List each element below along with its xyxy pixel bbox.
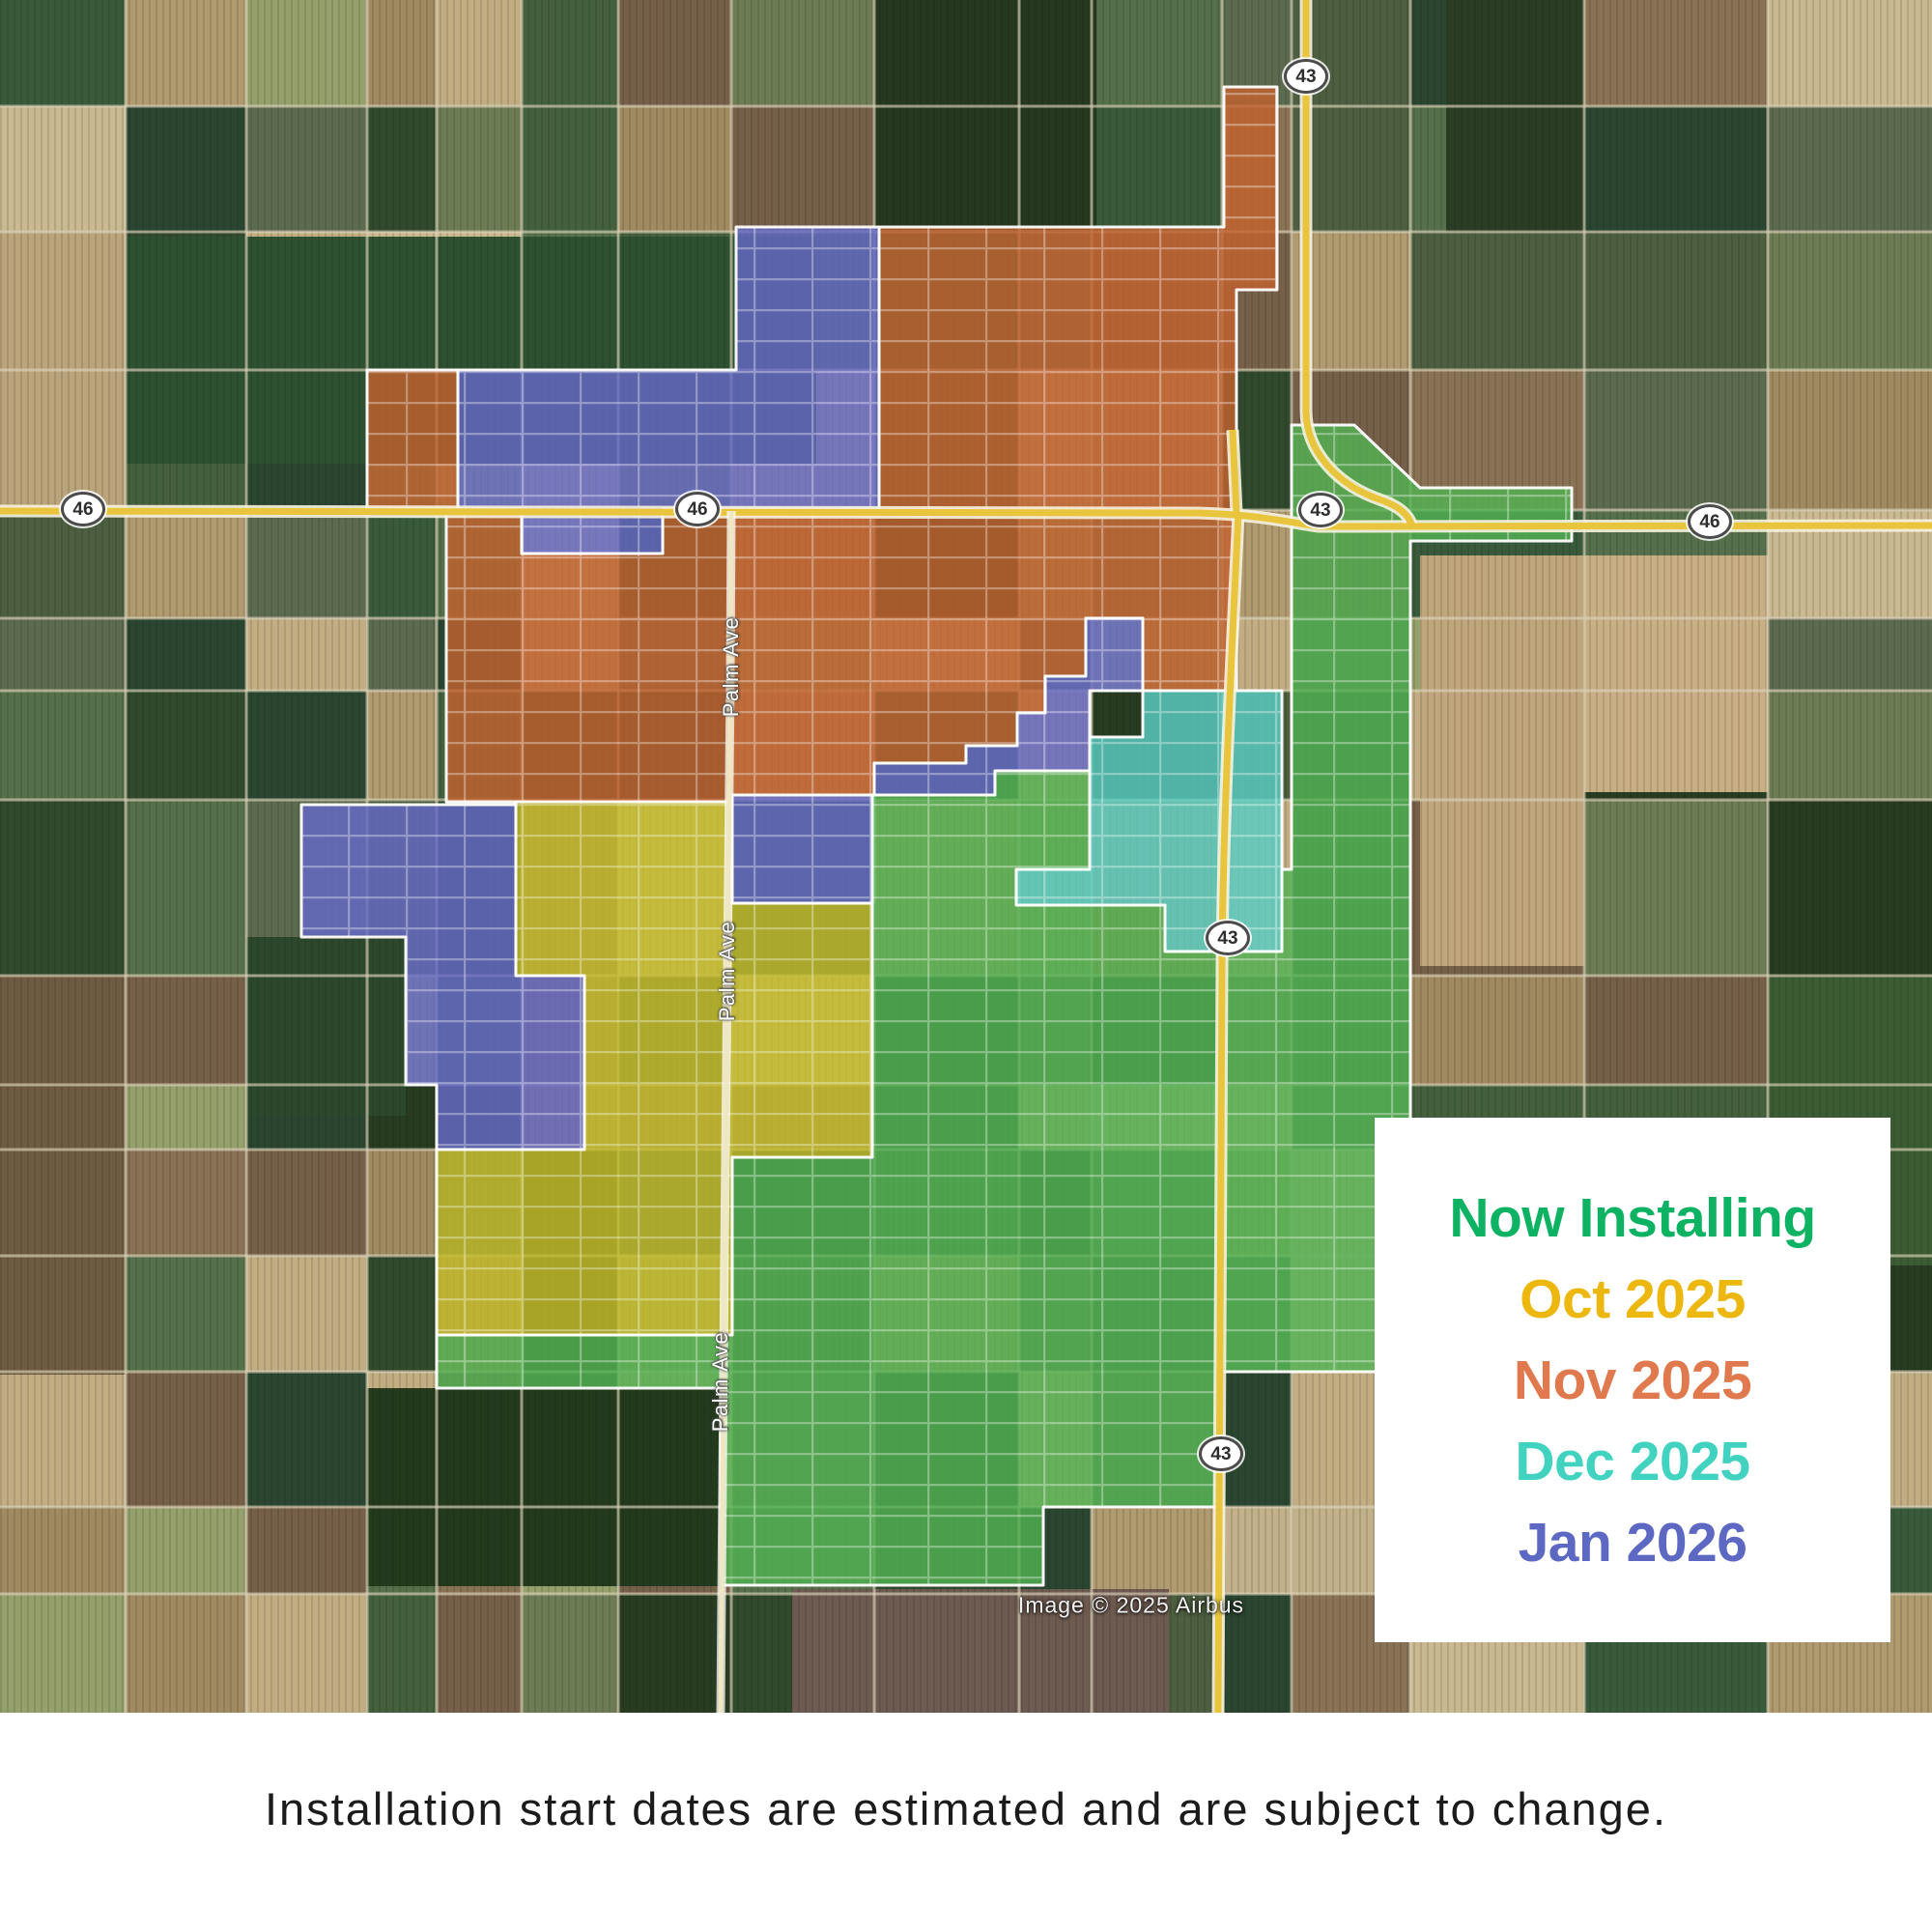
highway-shield: 43 [1206,921,1250,955]
highway-shield-number: 43 [1217,927,1238,949]
legend-item-now: Now Installing [1449,1186,1816,1249]
highway-shield: 43 [1199,1436,1243,1471]
highway-shield: 43 [1284,59,1328,94]
highway-shield: 46 [1688,504,1732,539]
imagery-attribution: Image © 2025 Airbus [1017,1592,1245,1618]
zone-oct-2025 [435,800,874,1337]
legend-item-oct-2025: Oct 2025 [1520,1267,1746,1330]
highway-shield-number: 46 [72,498,94,520]
highway-shield: 46 [61,492,105,526]
road-label: Palm Ave [715,920,739,1022]
road-label: Palm Ave [708,1330,732,1433]
legend-box: Now Installing Oct 2025 Nov 2025 Dec 2025 Ja… [1375,1118,1890,1642]
road-label: Palm Ave [719,615,743,718]
highway-shield: 46 [675,492,720,526]
zone-jan-2026 [299,225,1145,1151]
zone-dec-2025 [1014,689,1284,953]
highway-shield: 43 [1298,493,1343,527]
highway-shield-number: 43 [1310,499,1331,521]
legend-item-jan-2026: Jan 2026 [1518,1511,1747,1574]
zone-now [435,423,1574,1587]
highway-shield-number: 43 [1295,66,1317,87]
legend-item-dec-2025: Dec 2025 [1515,1430,1750,1492]
highway-shield-number: 46 [1699,511,1720,532]
caption-bar: Installation start dates are estimated a… [0,1713,1932,1932]
zone-nov-2025 [365,85,1279,804]
highway-shield-number: 43 [1210,1443,1232,1464]
legend-item-nov-2025: Nov 2025 [1513,1349,1752,1411]
highway-shield-number: 46 [687,498,708,520]
caption-text: Installation start dates are estimated a… [264,1783,1667,1834]
map-canvas [0,0,1932,1713]
